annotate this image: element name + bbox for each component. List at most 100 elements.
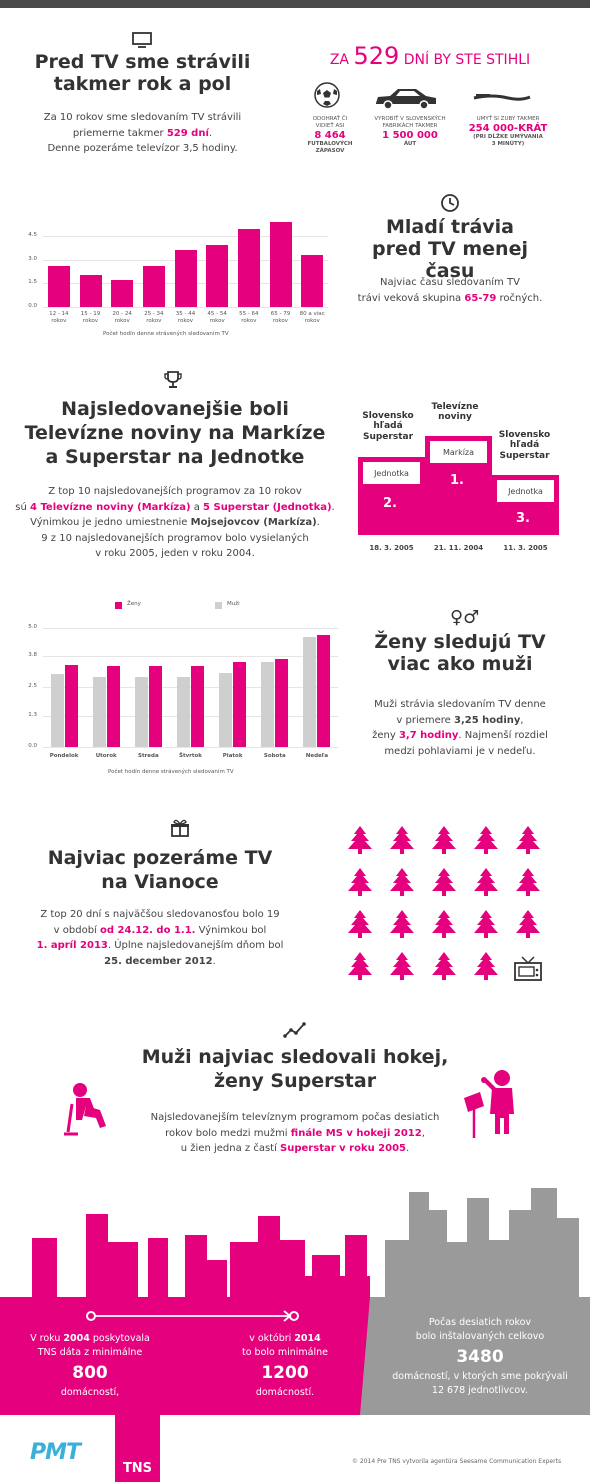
gender-symbols-icon: ♀♂ xyxy=(450,607,480,628)
y-tick-label: 0.0 xyxy=(28,303,37,309)
footer-gray-band xyxy=(370,1297,590,1415)
gift-icon xyxy=(171,819,189,837)
day-label: Streda xyxy=(138,753,159,759)
podium-channel-1: Markíza xyxy=(430,441,487,463)
top-bar xyxy=(0,0,590,8)
copyright: © 2014 Pre TNS vytvorila agentúra Seesam… xyxy=(352,1458,562,1465)
women-bar xyxy=(233,662,247,747)
age-bar xyxy=(79,275,102,307)
section2-text: Najviac času sledovaním TV trávi veková … xyxy=(357,277,543,304)
podium-rank-3: 3. xyxy=(516,511,530,526)
age-bar xyxy=(142,265,165,307)
y-tick-label: 3.8 xyxy=(28,652,37,659)
tns-logo: TNS xyxy=(115,1400,160,1482)
age-bar xyxy=(174,250,197,307)
fact-toothbrush: UMYŤ SI ZUBY TAKMER 254 000-KRÁT (PRI DĹ… xyxy=(468,116,548,148)
christmas-tree-icon xyxy=(348,952,372,980)
men-bar xyxy=(92,676,106,747)
za-heading: ZA 529 DNÍ BY STE STIHLI xyxy=(329,42,531,70)
day-label: Nedeľa xyxy=(305,753,329,759)
tv-icon xyxy=(132,32,152,48)
day-label: Sobota xyxy=(263,753,286,759)
age-bar xyxy=(206,245,229,307)
section6-text: Najsledovanejším televíznym programom po… xyxy=(150,1112,440,1154)
women-bar xyxy=(275,658,289,747)
women-bar xyxy=(148,665,162,747)
legend-label: Ženy xyxy=(127,601,141,607)
category-label-line: 12 - 14 xyxy=(49,311,69,317)
christmas-tree-icon xyxy=(474,826,498,854)
section3-text: Z top 10 najsledovanejších programov za … xyxy=(15,486,335,559)
category-label-line: 15 - 19 xyxy=(80,311,101,317)
category-label-line: rokov xyxy=(114,318,130,325)
gridline xyxy=(43,656,338,658)
age-chart: 0.0 1.5 3.0 4.5 12 - 14 rokov 15 - 19 rokov 20 -… xyxy=(15,200,335,350)
gridline xyxy=(43,687,338,689)
podium-title-2: Slovensko hľadá Superstar xyxy=(362,411,414,442)
podium-rank-2: 2. xyxy=(383,496,397,511)
category-label: 15 - 19 rokov xyxy=(75,311,107,325)
footer-2004: V roku 2004 poskytovala TNS dáta z minim… xyxy=(30,1333,150,1398)
podium-channel-2: Jednotka xyxy=(363,462,420,484)
singer-icon xyxy=(464,1070,514,1138)
christmas-tree-icon xyxy=(390,910,414,938)
women-bar xyxy=(64,664,78,747)
gridline xyxy=(43,627,338,629)
christmas-tree-icon xyxy=(474,868,498,896)
podium-title-1: Televízne noviny xyxy=(431,402,479,423)
category-label: 45 - 54 rokov xyxy=(201,311,233,325)
section5-text: Z top 20 dní s najväčšou sledovanosťou b… xyxy=(36,909,284,967)
men-bar xyxy=(219,673,233,747)
y-tick-label: 2.5 xyxy=(28,683,37,690)
small-tv-icon xyxy=(514,956,542,981)
gridline xyxy=(43,235,328,237)
section1-text: Za 10 rokov sme sledovaním TV strávili p… xyxy=(43,112,242,154)
section6-title: Muži najviac sledovali hokej, ženy Super… xyxy=(141,1046,449,1092)
christmas-trees-grid xyxy=(345,825,560,995)
pmt-logo: PMT xyxy=(30,1440,81,1465)
men-bar xyxy=(177,676,190,747)
christmas-tree-icon xyxy=(432,910,456,938)
y-tick-label: 1.5 xyxy=(28,279,37,286)
christmas-tree-icon xyxy=(390,952,414,980)
category-label: 35 - 44 rokov xyxy=(170,311,202,325)
legend-label: Muži xyxy=(227,601,240,607)
category-label-line: 65 - 79 xyxy=(270,311,291,317)
legend-swatch xyxy=(215,602,222,609)
men-bar xyxy=(50,674,64,747)
category-label-line: rokov xyxy=(304,318,320,325)
skyline-illustration xyxy=(32,1188,579,1300)
soccer-ball-icon xyxy=(314,82,340,108)
podium-date-3: 11. 3. 2005 xyxy=(503,544,548,552)
age-bar xyxy=(111,280,134,307)
men-bar xyxy=(303,637,317,747)
podium-date-1: 21. 11. 2004 xyxy=(433,544,484,552)
y-tick-label: 0.0 xyxy=(28,743,37,749)
category-label-line: rokov xyxy=(82,318,99,325)
gender-chart: Ženy Muži 0.0 1.3 2.5 3.8 5.0 Pondelok Utorok Str… xyxy=(15,598,345,798)
christmas-tree-icon xyxy=(432,952,456,980)
christmas-tree-icon xyxy=(516,910,540,938)
christmas-tree-icon xyxy=(348,868,372,896)
y-tick-label: 5.0 xyxy=(28,623,37,630)
category-label: 20 - 24 rokov xyxy=(106,311,138,325)
section1-title: Pred TV sme strávili takmer rok a pol xyxy=(34,51,251,95)
age-bar xyxy=(301,254,324,307)
women-bar xyxy=(191,665,204,747)
category-label: 12 - 14 rokov xyxy=(43,311,75,325)
y-tick-label: 4.5 xyxy=(28,231,37,238)
podium-rank-1: 1. xyxy=(450,473,464,488)
y-tick-label: 3.0 xyxy=(28,255,37,262)
fact-car: VYROBIŤ V SLOVENSKÝCH FABRIKÁCH TAKMER 1… xyxy=(374,116,446,148)
category-label-line: rokov xyxy=(51,318,67,325)
christmas-tree-icon xyxy=(348,826,372,854)
hockey-player-icon xyxy=(64,1083,106,1136)
day-label: Utorok xyxy=(95,753,117,759)
category-label-line: 55 - 64 xyxy=(239,311,259,317)
footer-2014: v októbri 2014 to bolo minimálne 1200 do… xyxy=(241,1333,328,1398)
podium-date-2: 18. 3. 2005 xyxy=(369,544,414,552)
category-label: 55 - 64 rokov xyxy=(233,311,265,325)
podium-channel-3: Jednotka xyxy=(497,480,554,502)
category-label-line: rokov xyxy=(241,318,257,325)
footer-divider xyxy=(360,1297,385,1415)
